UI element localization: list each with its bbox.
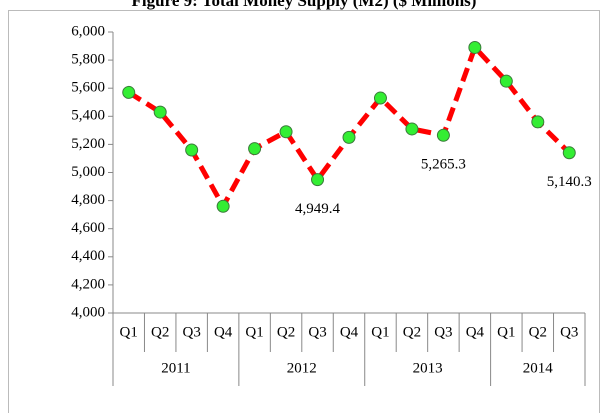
data-label: 5,265.3	[421, 157, 466, 173]
x-tick-label: Q2	[529, 324, 547, 340]
y-tick-label: 6,000	[71, 23, 105, 39]
x-tick-label: Q1	[245, 324, 263, 340]
year-label: 2011	[161, 360, 190, 376]
data-label: 5,140.3	[547, 174, 592, 190]
year-label: 2013	[413, 360, 443, 376]
y-tick-label: 4,400	[71, 248, 105, 264]
point	[216, 199, 230, 213]
point	[311, 173, 325, 187]
point	[122, 85, 136, 99]
x-tick-label: Q3	[308, 324, 326, 340]
point	[153, 105, 167, 119]
x-tick-label: Q4	[466, 324, 485, 340]
x-tick-label: Q3	[560, 324, 578, 340]
point	[373, 91, 387, 105]
year-label: 2012	[287, 360, 317, 376]
x-tick-label: Q3	[182, 324, 200, 340]
point	[468, 40, 482, 54]
point	[499, 74, 513, 88]
chart-title: Figure 9: Total Money Supply (M2) ($ Mil…	[132, 0, 477, 10]
point	[185, 143, 199, 157]
point	[248, 142, 262, 156]
x-tick-label: Q2	[277, 324, 295, 340]
point	[436, 128, 450, 142]
x-tick-label: Q2	[403, 324, 421, 340]
x-tick-label: Q1	[497, 324, 515, 340]
y-tick-label: 4,800	[71, 192, 105, 208]
x-tick-label: Q4	[340, 324, 359, 340]
y-tick-label: 5,600	[71, 80, 105, 96]
y-tick-label: 4,000	[71, 304, 105, 320]
x-tick-label: Q3	[434, 324, 452, 340]
y-tick-label: 4,600	[71, 220, 105, 236]
y-tick-label: 5,000	[71, 164, 105, 180]
point	[562, 146, 576, 160]
point	[279, 125, 293, 139]
x-tick-label: Q4	[214, 324, 233, 340]
point	[531, 115, 545, 129]
x-tick-label: Q2	[151, 324, 169, 340]
point	[405, 122, 419, 136]
y-tick-label: 5,800	[71, 52, 105, 68]
point	[342, 130, 356, 144]
data-label: 4,949.4	[295, 201, 341, 217]
year-label: 2014	[523, 360, 554, 376]
x-tick-label: Q1	[120, 324, 138, 340]
y-tick-label: 5,200	[71, 136, 105, 152]
y-tick-label: 5,400	[71, 108, 105, 124]
y-tick-label: 4,200	[71, 276, 105, 292]
x-tick-label: Q1	[371, 324, 389, 340]
